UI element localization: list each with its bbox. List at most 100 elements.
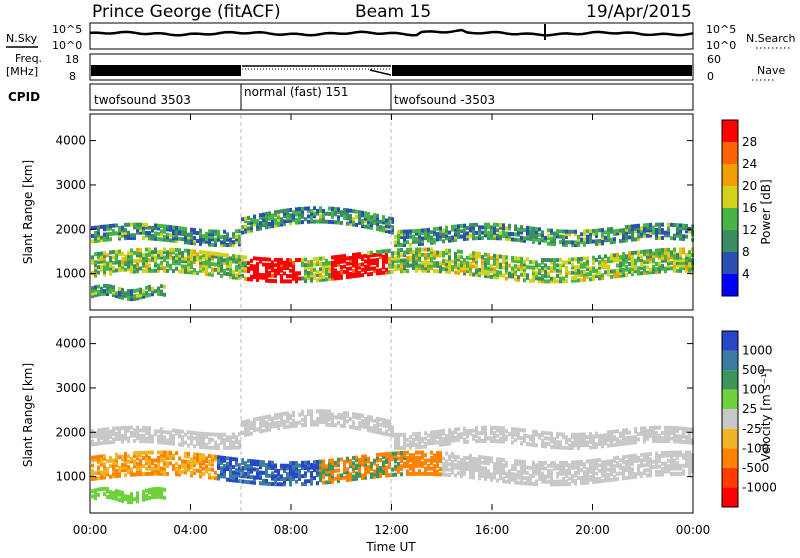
heatmap-cell [421, 461, 424, 466]
heatmap-cell [184, 240, 187, 245]
heatmap-cell [598, 265, 601, 270]
heatmap-cell [574, 478, 577, 483]
heatmap-cell [649, 462, 652, 467]
heatmap-cell [580, 475, 583, 480]
heatmap-cell [94, 488, 97, 493]
heatmap-cell [253, 475, 256, 480]
heatmap-cell [637, 252, 640, 257]
heatmap-cell [262, 262, 265, 267]
heatmap-cell [226, 264, 229, 269]
heatmap-cell [388, 219, 391, 224]
heatmap-cell [127, 233, 130, 238]
heatmap-cell [217, 460, 220, 465]
heatmap-cell [151, 450, 154, 455]
heatmap-cell [352, 414, 355, 419]
heatmap-cell [412, 458, 415, 463]
heatmap-cell [631, 258, 634, 263]
heatmap-cell [367, 256, 370, 261]
heatmap-cell [97, 289, 100, 294]
heatmap-cell [535, 468, 538, 473]
heatmap-cell [346, 459, 349, 464]
heatmap-cell [91, 494, 94, 499]
heatmap-cell [199, 263, 202, 268]
heatmap-cell [319, 267, 322, 272]
heatmap-cell [559, 471, 562, 476]
heatmap-cell [94, 496, 97, 501]
heatmap-cell [412, 461, 415, 466]
heatmap-cell [286, 208, 289, 213]
heatmap-cell [367, 211, 370, 216]
heatmap-cell [355, 273, 358, 278]
heatmap-cell [619, 263, 622, 268]
heatmap-cell [298, 420, 301, 425]
heatmap-cell [286, 260, 289, 265]
heatmap-cell [565, 482, 568, 487]
heatmap-cell [133, 266, 136, 271]
heatmap-cell [139, 450, 142, 455]
heatmap-cell [424, 458, 427, 463]
heatmap-cell [322, 467, 325, 472]
heatmap-cell [679, 434, 682, 439]
heatmap-cell [493, 222, 496, 227]
heatmap-cell [586, 467, 589, 472]
heatmap-cell [535, 260, 538, 265]
heatmap-cell [184, 232, 187, 237]
heatmap-cell [430, 247, 433, 252]
heatmap-cell [226, 256, 229, 261]
heatmap-cell [313, 462, 316, 467]
heatmap-cell [475, 467, 478, 472]
heatmap-cell [418, 263, 421, 268]
heatmap-cell [640, 271, 643, 276]
heatmap-cell [478, 473, 481, 478]
heatmap-cell [271, 421, 274, 426]
heatmap-cell [541, 433, 544, 438]
heatmap-cell [571, 257, 574, 262]
heatmap-cell [604, 230, 607, 235]
heatmap-cell [679, 236, 682, 241]
heatmap-cell [601, 460, 604, 465]
heatmap-cell [220, 474, 223, 479]
heatmap-cell [223, 440, 226, 445]
nsearch-label: N.Search [746, 32, 796, 45]
heatmap-cell [553, 466, 556, 471]
heatmap-cell [613, 237, 616, 242]
heatmap-cell [523, 465, 526, 470]
heatmap-cell [184, 264, 187, 269]
heatmap-cell [688, 427, 691, 432]
heatmap-cell [589, 466, 592, 471]
heatmap-cell [148, 266, 151, 271]
heatmap-cell [583, 229, 586, 234]
heatmap-cell [115, 252, 118, 257]
heatmap-cell [97, 254, 100, 259]
heatmap-cell [100, 462, 103, 467]
heatmap-cell [571, 265, 574, 270]
heatmap-cell [280, 412, 283, 417]
heatmap-cell [325, 277, 328, 282]
heatmap-cell [250, 223, 253, 228]
heatmap-cell [397, 440, 400, 445]
heatmap-cell [250, 264, 253, 269]
heatmap-cell [649, 465, 652, 470]
heatmap-cell [301, 276, 304, 281]
heatmap-cell [187, 251, 190, 256]
heatmap-cell [493, 230, 496, 235]
heatmap-cell [220, 458, 223, 463]
heatmap-cell [337, 476, 340, 481]
heatmap-cell [286, 419, 289, 424]
heatmap-cell [640, 234, 643, 239]
heatmap-cell [292, 471, 295, 476]
heatmap-cell [394, 432, 397, 437]
heatmap-cell [499, 460, 502, 465]
heatmap-cell [577, 435, 580, 440]
heatmap-cell [496, 222, 499, 227]
heatmap-cell [598, 260, 601, 265]
heatmap-cell [622, 457, 625, 462]
heatmap-cell [589, 474, 592, 479]
heatmap-cell [451, 235, 454, 240]
heatmap-cell [106, 264, 109, 269]
heatmap-cell [274, 271, 277, 276]
heatmap-cell [583, 242, 586, 247]
heatmap-cell [415, 463, 418, 468]
heatmap-cell [100, 427, 103, 432]
